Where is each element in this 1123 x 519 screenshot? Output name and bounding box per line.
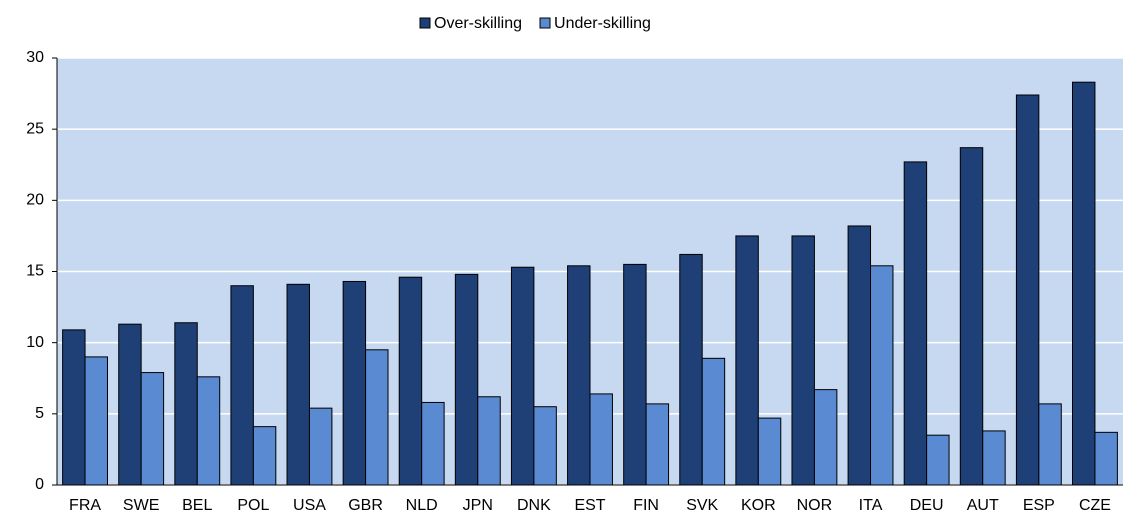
x-tick-label: USA: [293, 497, 326, 514]
bar: [589, 393, 613, 486]
bar: [847, 225, 872, 486]
x-tick-label: BEL: [182, 497, 212, 514]
bar: [84, 356, 108, 486]
bar: [286, 283, 310, 486]
bar: [757, 417, 782, 486]
bar: [982, 430, 1006, 486]
bar: [230, 285, 254, 486]
x-tick-label: DNK: [517, 497, 551, 514]
bar: [959, 147, 984, 486]
bar: [454, 273, 479, 486]
bar: [791, 235, 815, 486]
bar: [174, 322, 198, 486]
x-tick-label: NLD: [406, 497, 438, 514]
bar: [421, 401, 445, 486]
x-tick-label: ESP: [1023, 497, 1055, 514]
y-tick-label: 15: [26, 263, 44, 280]
x-tick-label: KOR: [741, 497, 776, 514]
x-tick-label: DEU: [910, 497, 944, 514]
bar: [567, 265, 591, 486]
y-tick-label: 0: [35, 476, 44, 493]
bar: [62, 329, 86, 486]
x-tick-label: FRA: [69, 497, 101, 514]
bar: [926, 434, 950, 486]
x-tick-label: GBR: [348, 497, 383, 514]
bar: [308, 407, 333, 486]
bar: [813, 389, 838, 486]
x-tick-label: SVK: [686, 497, 718, 514]
bar: [1072, 81, 1096, 486]
bar: [735, 235, 759, 486]
bar: [365, 349, 389, 486]
y-tick-label: 5: [35, 405, 44, 422]
bar: [477, 396, 501, 486]
legend-swatch: [539, 17, 551, 29]
y-tick-label: 30: [26, 49, 44, 66]
x-tick-label: POL: [237, 497, 269, 514]
bar: [679, 253, 703, 486]
x-tick-label: EST: [574, 497, 605, 514]
x-tick-label: CZE: [1079, 497, 1111, 514]
bar: [252, 426, 277, 486]
y-tick-label: 20: [26, 192, 44, 209]
legend-swatch: [419, 17, 431, 29]
bar: [1038, 403, 1062, 486]
y-tick-label: 10: [26, 334, 44, 351]
bar: [1094, 431, 1118, 486]
legend-label: Over-skilling: [434, 15, 522, 32]
x-tick-label: ITA: [859, 497, 883, 514]
bar: [196, 376, 221, 486]
y-tick-label: 25: [26, 120, 44, 137]
bar: [140, 372, 165, 486]
bar: [645, 403, 670, 486]
x-tick-label: AUT: [967, 497, 999, 514]
bar: [701, 357, 726, 486]
legend-label: Under-skilling: [554, 15, 651, 32]
bar: [510, 266, 535, 486]
x-tick-label: JPN: [463, 497, 493, 514]
bar: [533, 406, 557, 486]
bar: [118, 323, 142, 486]
bar: [398, 276, 423, 486]
bar: [870, 265, 894, 486]
bar: [623, 263, 647, 486]
x-tick-label: NOR: [797, 497, 833, 514]
bar: [1015, 94, 1040, 486]
bar: [342, 280, 367, 486]
x-tick-label: SWE: [123, 497, 159, 514]
legend: Over-skilling Under-skilling: [419, 15, 651, 32]
bar: [903, 161, 928, 486]
x-tick-label: FIN: [633, 497, 659, 514]
